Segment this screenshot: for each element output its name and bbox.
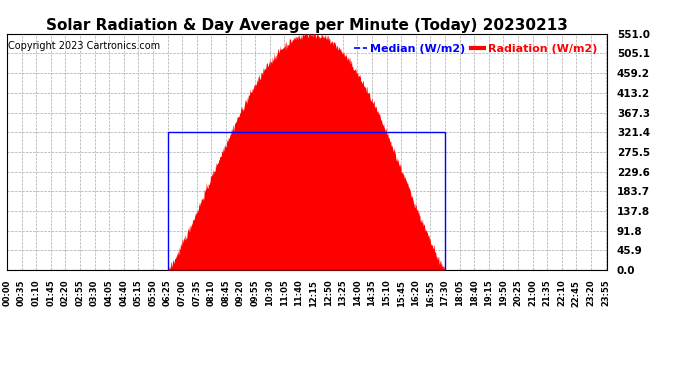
Legend: Median (W/m2), Radiation (W/m2): Median (W/m2), Radiation (W/m2) (349, 39, 602, 58)
Bar (168, 132, 445, 270)
Text: Copyright 2023 Cartronics.com: Copyright 2023 Cartronics.com (8, 41, 159, 51)
Title: Solar Radiation & Day Average per Minute (Today) 20230213: Solar Radiation & Day Average per Minute… (46, 18, 568, 33)
